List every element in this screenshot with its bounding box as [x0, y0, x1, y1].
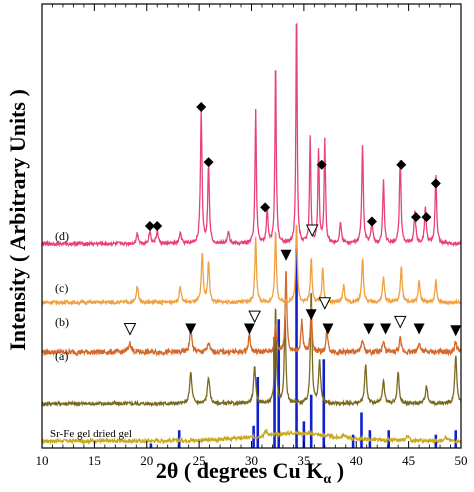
x-ticks: 10 15 20 25 30 35 40 45 50 [36, 4, 468, 468]
open-triangle-marker [318, 297, 332, 310]
y-axis-title: Intensity ( Arbitrary Units ) [5, 89, 30, 351]
open-triangle-marker [248, 310, 261, 324]
diamond-marker [260, 202, 271, 213]
curve-label: (c) [55, 281, 68, 295]
x-tick-label: 40 [350, 453, 363, 468]
x-tick-label: 45 [402, 453, 415, 468]
filled-triangle-marker [243, 323, 255, 335]
filled-triangle-marker [363, 323, 375, 335]
diamond-marker [152, 221, 163, 231]
x-tick-label: 25 [193, 453, 206, 468]
open-triangle-marker [123, 323, 137, 336]
filled-triangle-marker [305, 309, 317, 321]
x-tick-label: 50 [455, 453, 468, 468]
diamond-marker [316, 159, 327, 170]
open-triangle-marker [393, 315, 407, 329]
curve-label: (b) [55, 315, 69, 329]
xrd-curve [41, 292, 462, 408]
filled-triangle-marker [280, 249, 292, 261]
peak-markers [123, 102, 462, 337]
reference-lines [149, 248, 458, 448]
xrd-curve [41, 22, 462, 248]
diamond-marker [396, 159, 407, 170]
diamond-marker [196, 102, 207, 113]
diamond-marker [430, 178, 441, 189]
curve-label: (d) [55, 229, 69, 243]
curve-label: Sr-Fe gel dried gel [50, 428, 132, 440]
x-tick-label: 10 [36, 453, 49, 468]
filled-triangle-marker [322, 323, 334, 335]
curves [41, 22, 462, 446]
xrd-curve [41, 270, 462, 358]
filled-triangle-marker [380, 323, 392, 335]
filled-triangle-marker [185, 323, 197, 335]
xrd-curve [41, 224, 462, 307]
diamond-marker [410, 212, 421, 223]
filled-triangle-marker [413, 323, 425, 335]
x-tick-label: 15 [88, 453, 101, 468]
x-axis-title: 2θ ( degrees Cu Kα ) [156, 458, 344, 487]
xrd-curve [41, 428, 462, 446]
diamond-marker [366, 216, 377, 227]
x-tick-label: 35 [297, 453, 310, 468]
diamond-marker [144, 221, 155, 231]
curve-labels: Sr-Fe gel dried gel (a) (b) (c) (d) [50, 229, 132, 440]
x-tick-label: 20 [140, 453, 153, 468]
x-tick-label: 30 [245, 453, 258, 468]
diamond-marker [421, 212, 432, 223]
diamond-marker [203, 157, 214, 168]
open-triangle-marker [305, 224, 319, 238]
curve-label: (a) [55, 349, 68, 363]
filled-triangle-marker [450, 325, 462, 337]
